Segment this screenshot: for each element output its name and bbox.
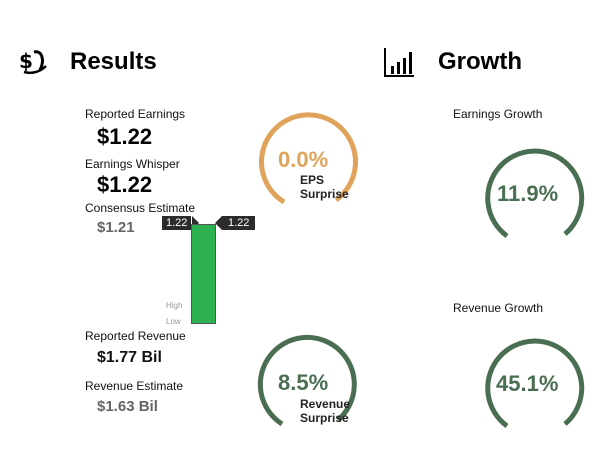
earnings-growth-label: Earnings Growth [453,107,543,121]
results-title: Results [70,48,157,75]
revenue-surprise-label-line1: Revenue [300,397,351,411]
consensus-estimate-value: $1.21 [97,219,135,236]
revenue-surprise-value: 8.5% [278,370,329,395]
bar-chart-icon [383,46,415,78]
consensus-estimate-label: Consensus Estimate [85,201,196,215]
earnings-growth-value: 11.9% [497,181,559,206]
revenue-estimate-label: Revenue Estimate [85,379,184,393]
range-low-label: Low [166,317,181,326]
reported-revenue-label: Reported Revenue [85,329,186,343]
revenue-surprise-gauge [257,334,357,427]
reported-earnings-value: $1.22 [97,124,153,149]
range-right-tag: 1.22 [222,216,256,230]
range-right-tag-pointer [215,216,222,230]
range-left-tag-pointer [192,216,199,230]
money-hand-icon: $ [18,46,48,76]
eps-surprise-label-line1: EPS [300,173,325,187]
range-bar [191,224,216,324]
revenue-surprise-label-line2: Surprise [300,411,349,425]
growth-title: Growth [438,48,522,75]
eps-surprise-gauge [259,112,358,205]
revenue-growth-gauge [485,338,585,429]
revenue-estimate-value: $1.63 Bil [97,398,158,415]
earnings-whisper-label: Earnings Whisper [85,157,180,171]
earnings-growth-gauge [485,148,585,239]
revenue-growth-value: 45.1% [496,371,559,396]
svg-text:$: $ [19,49,33,73]
eps-surprise-value: 0.0% [278,147,329,172]
reported-revenue-value: $1.77 Bil [97,349,162,366]
range-left-tag: 1.22 [162,216,192,230]
reported-earnings-label: Reported Earnings [85,107,186,121]
eps-surprise-label-line2: Surprise [300,187,349,201]
earnings-whisper-value: $1.22 [97,172,153,197]
revenue-growth-label: Revenue Growth [453,301,544,315]
range-high-label: High [166,301,183,310]
